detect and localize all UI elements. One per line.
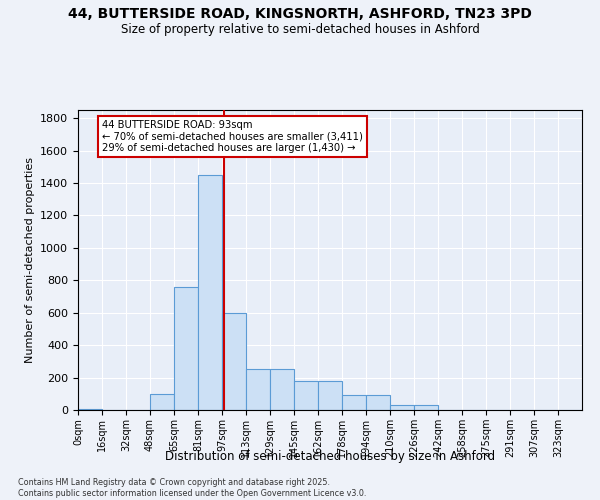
Bar [246, 370, 270, 410]
Text: 44, BUTTERSIDE ROAD, KINGSNORTH, ASHFORD, TN23 3PD: 44, BUTTERSIDE ROAD, KINGSNORTH, ASHFORD… [68, 8, 532, 22]
Bar [414, 405, 438, 410]
Bar [270, 370, 294, 410]
Bar [198, 175, 222, 410]
Text: Contains HM Land Registry data © Crown copyright and database right 2025.
Contai: Contains HM Land Registry data © Crown c… [18, 478, 367, 498]
Bar [366, 396, 390, 410]
Bar [174, 287, 198, 410]
Text: Size of property relative to semi-detached houses in Ashford: Size of property relative to semi-detach… [121, 22, 479, 36]
Y-axis label: Number of semi-detached properties: Number of semi-detached properties [25, 157, 35, 363]
Bar [318, 381, 342, 410]
Text: 44 BUTTERSIDE ROAD: 93sqm
← 70% of semi-detached houses are smaller (3,411)
29% : 44 BUTTERSIDE ROAD: 93sqm ← 70% of semi-… [102, 120, 363, 153]
Bar [294, 381, 318, 410]
Text: Distribution of semi-detached houses by size in Ashford: Distribution of semi-detached houses by … [165, 450, 495, 463]
Bar [78, 409, 102, 410]
Bar [222, 312, 246, 410]
Bar [342, 396, 366, 410]
Bar [150, 394, 174, 410]
Bar [390, 405, 414, 410]
